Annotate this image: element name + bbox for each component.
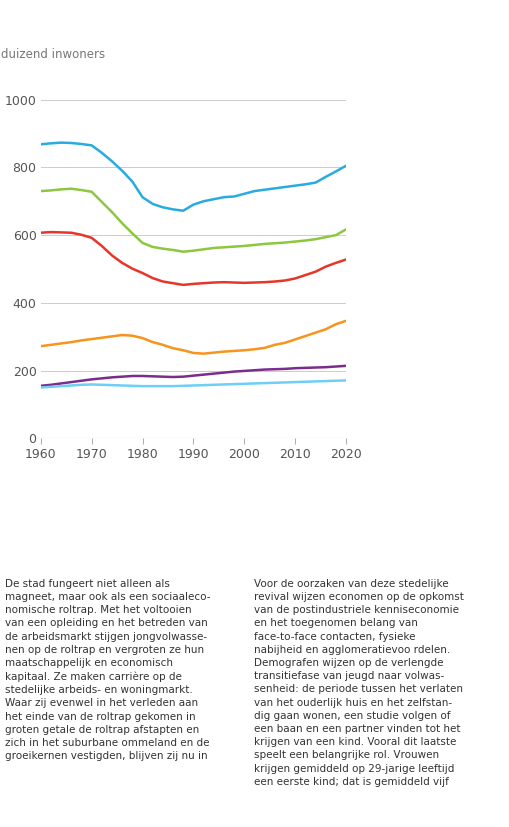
Text: De stad fungeert niet alleen als
magneet, maar ook als een sociaaleco-
nomische : De stad fungeert niet alleen als magneet…	[5, 579, 211, 761]
Text: Place to be: Place to be	[11, 523, 88, 537]
Text: duizend inwoners: duizend inwoners	[1, 48, 105, 61]
Text: Voor de oorzaken van deze stedelijke
revival wijzen economen op de opkomst
van d: Voor de oorzaken van deze stedelijke rev…	[254, 579, 464, 787]
